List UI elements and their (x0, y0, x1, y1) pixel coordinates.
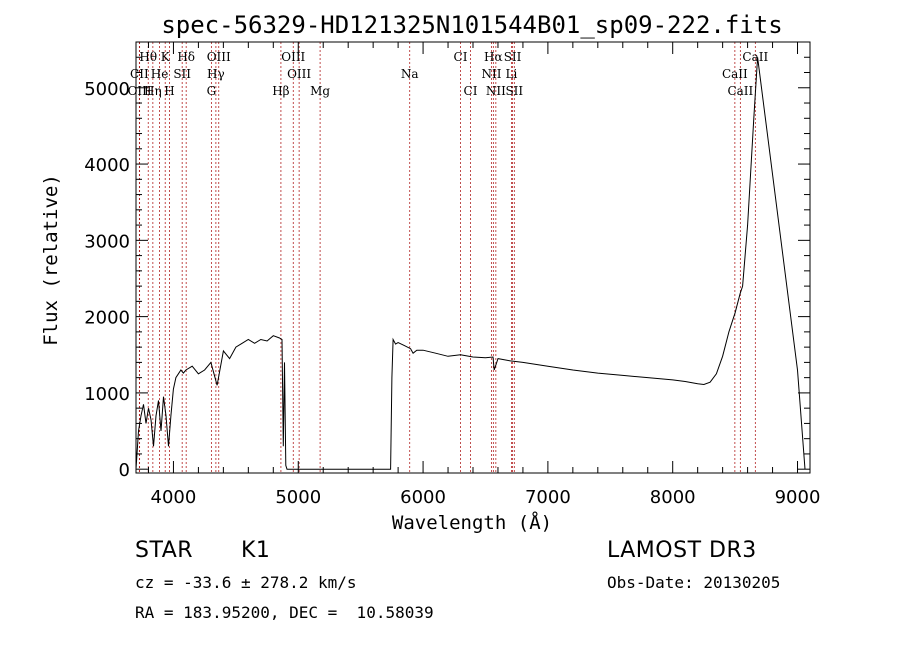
line-label-8: CaII (742, 50, 768, 64)
line-label-13: OIII (287, 67, 311, 81)
x-axis-label: Wavelength (Å) (392, 511, 552, 534)
plot-frame (135, 41, 811, 474)
line-label-20: H (164, 84, 174, 98)
x-tick-label-7000: 7000 (525, 487, 571, 508)
line-label-10: He (151, 67, 169, 81)
line-label-14: Na (401, 67, 419, 81)
line-label-9: CII (130, 67, 149, 81)
object-subclass: K1 (241, 538, 271, 563)
line-label-5: CI (454, 50, 468, 64)
line-label-19: Hη (144, 84, 162, 98)
line-label-2: Hδ (177, 50, 195, 64)
y-tick-label-1000: 1000 (84, 384, 130, 405)
line-label-12: Hγ (207, 67, 225, 81)
line-label-16: Li (506, 67, 518, 81)
y-tick-label-3000: 3000 (84, 231, 130, 252)
line-label-24: CI (464, 84, 478, 98)
line-label-0: Hθ (139, 50, 157, 64)
line-label-1: K (161, 50, 171, 64)
line-label-21: G (207, 84, 217, 98)
line-label-4: OIII (281, 50, 305, 64)
line-label-22: Hβ (272, 84, 289, 98)
y-tick-label-4000: 4000 (84, 155, 130, 176)
line-label-3: OIII (207, 50, 231, 64)
y-tick-label-2000: 2000 (84, 308, 130, 329)
y-axis-label: Flux (relative) (40, 174, 62, 346)
chart-title: spec-56329-HD121325N101544B01_sp09-222.f… (161, 11, 782, 39)
x-tick-label-6000: 6000 (400, 487, 446, 508)
object-class: STAR (135, 538, 194, 563)
line-label-25: NII (486, 84, 506, 98)
axis-ticks: 4000 5000 6000 7000 8000 9000 0 1000 2000 3000 400… (84, 42, 820, 508)
coordinates: RA = 183.95200, DEC = 10.58039 (135, 603, 434, 622)
x-tick-label-4000: 4000 (151, 487, 197, 508)
x-tick-label-9000: 9000 (775, 487, 821, 508)
line-label-11: SII (173, 67, 191, 81)
line-label-6: Hα (484, 50, 503, 64)
line-label-23: Mg (310, 84, 330, 98)
spectrum-series (135, 57, 806, 470)
line-label-26: SII (505, 84, 523, 98)
line-label-27: CaII (727, 84, 753, 98)
y-tick-label-5000: 5000 (84, 79, 130, 100)
line-label-17: CaII (722, 67, 748, 81)
line-label-7: SII (504, 50, 522, 64)
y-tick-label-0: 0 (119, 460, 130, 481)
line-label-15: NII (481, 67, 501, 81)
obs-date: Obs-Date: 20130205 (607, 573, 781, 592)
x-tick-label-5000: 5000 (275, 487, 321, 508)
x-tick-label-8000: 8000 (650, 487, 696, 508)
spectral-line-markers (138, 42, 756, 473)
velocity-readout: cz = -33.6 ± 278.2 km/s (135, 573, 357, 592)
survey-name: LAMOST DR3 (607, 538, 757, 563)
